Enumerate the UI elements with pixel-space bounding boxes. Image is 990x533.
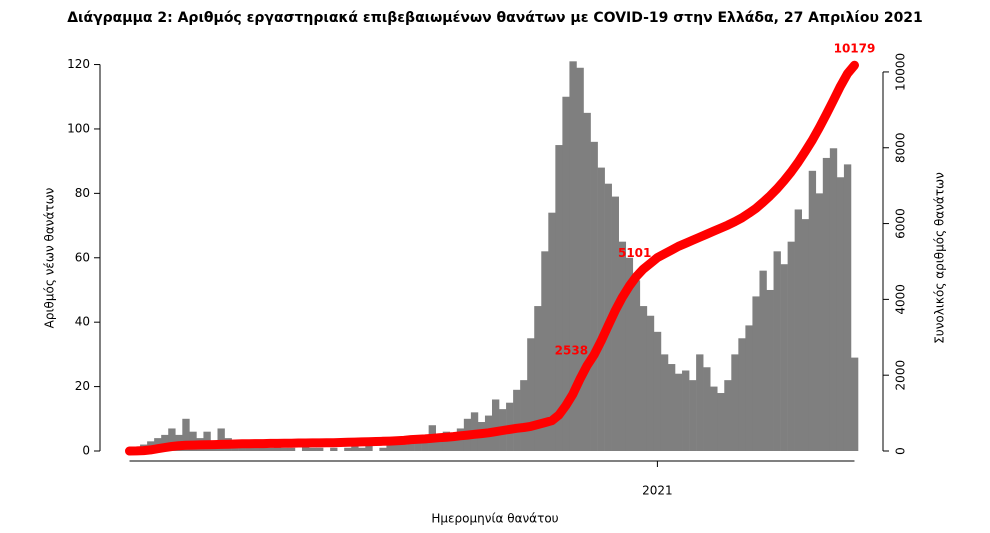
bar [513, 389, 521, 451]
bar [309, 447, 317, 451]
bar [569, 61, 577, 451]
bar [182, 418, 190, 451]
bar [843, 164, 852, 451]
bar [787, 241, 795, 451]
bar [301, 444, 310, 451]
bar [449, 434, 458, 451]
bar [435, 434, 444, 451]
cumulative-line [125, 60, 859, 456]
bar [682, 370, 690, 451]
bar [316, 447, 324, 451]
bar [646, 315, 655, 451]
bar [731, 354, 739, 451]
y-axis-label: Αριθμός νέων θανάτων [43, 187, 57, 328]
bar [710, 386, 718, 451]
y2-tick-label: 8000 [894, 132, 908, 163]
bar [555, 145, 563, 451]
y2-tick-label: 4000 [894, 284, 908, 315]
bar [576, 67, 584, 451]
bar [850, 357, 859, 451]
bar [287, 447, 296, 451]
y-tick-label: 0 [82, 444, 90, 458]
bar [344, 447, 352, 451]
bar [808, 170, 817, 451]
bar [703, 367, 711, 451]
bar [759, 270, 767, 451]
bar [724, 380, 732, 451]
bar [590, 141, 598, 451]
bar [745, 325, 753, 451]
chart-title: Διάγραμμα 2: Αριθμός εργαστηριακά επιβεβ… [67, 10, 923, 26]
bar [330, 447, 338, 451]
bar [766, 289, 774, 451]
x-tick-label: 2021 [642, 484, 673, 498]
bar [625, 257, 634, 451]
bar [794, 209, 802, 451]
bar [414, 438, 422, 451]
y2-axis-label: Συνολικός αριθμός θανάτων [933, 172, 947, 344]
y2-tick-label: 2000 [894, 360, 908, 391]
bar [611, 196, 619, 451]
y2-tick-label: 0 [894, 447, 908, 455]
bar [393, 441, 401, 451]
bar [358, 447, 366, 451]
bar [386, 444, 394, 451]
bar [379, 447, 387, 451]
y-tick-label: 40 [75, 315, 90, 329]
bar [365, 444, 373, 451]
bar [801, 219, 810, 451]
bar [780, 264, 788, 451]
y2-tick-label: 6000 [894, 208, 908, 239]
bar [689, 380, 697, 451]
bar [520, 380, 528, 451]
bar [583, 112, 591, 451]
bar [752, 296, 760, 451]
bar [675, 373, 683, 451]
bar [836, 177, 845, 452]
bar [653, 331, 662, 451]
bar [407, 441, 415, 451]
y-tick-label: 100 [67, 121, 90, 135]
bar [660, 354, 669, 451]
y-tick-label: 60 [75, 250, 90, 264]
bar [667, 364, 676, 451]
annotation: 5101 [618, 246, 651, 260]
y2-tick-label: 10000 [894, 53, 908, 91]
bar [492, 399, 500, 451]
bar [280, 447, 289, 451]
bar [400, 444, 408, 451]
bar [541, 251, 549, 451]
bar [161, 434, 169, 451]
bar [548, 212, 556, 451]
bar [618, 241, 627, 451]
x-axis-label: Ημερομηνία θανάτου [431, 512, 558, 526]
bar [632, 280, 641, 451]
y-tick-label: 20 [75, 379, 90, 393]
bar [597, 167, 605, 451]
bar [696, 354, 704, 451]
bar [822, 157, 831, 451]
bar [534, 306, 542, 451]
y-tick-label: 80 [75, 186, 90, 200]
bar [168, 428, 176, 451]
bar [252, 447, 261, 451]
bar [829, 148, 838, 452]
bar [738, 338, 746, 451]
y-tick-label: 120 [67, 57, 90, 71]
bar [527, 338, 535, 451]
bar [217, 428, 225, 451]
bar [562, 96, 570, 451]
bar [639, 306, 648, 451]
bar [266, 447, 275, 451]
bar [815, 193, 824, 452]
annotation: 10179 [834, 42, 876, 56]
bar [773, 251, 781, 451]
annotation: 2538 [555, 343, 588, 357]
bar [717, 393, 725, 451]
